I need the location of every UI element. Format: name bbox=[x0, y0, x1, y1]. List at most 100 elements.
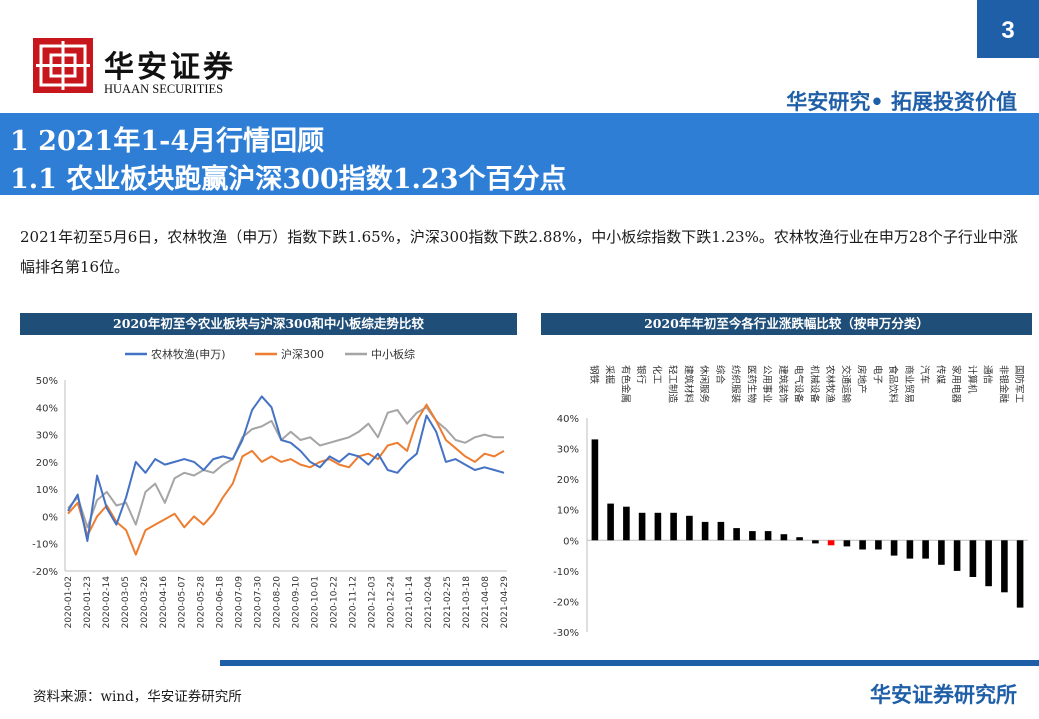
line-chart-x-tick: 2020-02-14 bbox=[102, 576, 112, 629]
bar-chart-category-label: 轻工制造 bbox=[667, 365, 679, 404]
line-chart-x-tick: 2020-05-07 bbox=[178, 576, 188, 628]
line-chart-x-tick: 2021-02-25 bbox=[443, 576, 453, 628]
bar-chart-category-label: 银行 bbox=[635, 365, 647, 385]
bar bbox=[670, 512, 677, 541]
bar-chart-category-label: 公用事业 bbox=[761, 365, 773, 403]
line-chart-x-tick: 2020-07-09 bbox=[235, 576, 245, 629]
line-chart-x-tick: 2021-02-04 bbox=[424, 576, 434, 629]
bar-chart-category-label: 通信 bbox=[982, 365, 994, 384]
footer-bar bbox=[220, 660, 1039, 666]
slogan: 华安研究• 拓展投资价值 bbox=[786, 90, 1017, 114]
bar-chart-y-tick: -30% bbox=[553, 628, 579, 639]
line-chart-x-tick: 2020-10-01 bbox=[310, 576, 320, 628]
bar bbox=[638, 512, 646, 541]
bar bbox=[780, 534, 788, 541]
bar bbox=[890, 540, 898, 556]
bar bbox=[843, 540, 851, 547]
bar-chart-category-label: 建筑材料 bbox=[682, 365, 694, 404]
bar-chart-y-tick: -20% bbox=[553, 597, 579, 608]
bar-chart-category-label: 综合 bbox=[714, 365, 726, 385]
brand-name-en: HUAAN SECURITIES bbox=[104, 82, 224, 96]
bar-chart-y-tick: 30% bbox=[557, 445, 579, 456]
bar-chart-category-label: 交通运输 bbox=[840, 365, 852, 404]
line-chart: 50% 40% 30% 20% 10% 0% -10% -20% 2020-01-02 2020-… bbox=[32, 347, 510, 629]
bar-chart-category-label: 电气设备 bbox=[793, 365, 805, 404]
bar bbox=[906, 540, 914, 559]
line-chart-x-tick: 2021-04-08 bbox=[481, 576, 491, 629]
bar-chart-category-label: 家用电器 bbox=[950, 365, 962, 404]
line-chart-x-tick: 2020-11-12 bbox=[348, 576, 358, 628]
bar-chart-y-tick: -10% bbox=[553, 567, 579, 578]
line-chart-x-tick: 2020-09-10 bbox=[291, 576, 301, 629]
bar-chart-y-tick: 0% bbox=[563, 536, 579, 547]
huaan-logo-icon bbox=[33, 38, 93, 93]
bar-chart-category-label: 纺织服装 bbox=[730, 365, 742, 404]
bar bbox=[796, 537, 803, 541]
line-chart-x-tick: 2020-01-02 bbox=[64, 576, 74, 628]
bar-chart-category-label: 化工 bbox=[651, 365, 663, 385]
bar bbox=[701, 521, 709, 541]
bar-chart-category-label: 汽车 bbox=[919, 365, 931, 384]
bar-chart-category-label: 国防军工 bbox=[1013, 365, 1025, 404]
bar-chart: 40% 30% 20% 10% 0% -10% -20% -30% 钢铁 采掘 有色金属 银行 化工 轻工… bbox=[553, 365, 1028, 639]
line-chart-y-tick: 40% bbox=[36, 403, 58, 414]
line-chart-x-tick: 2020-06-18 bbox=[216, 576, 226, 629]
bar bbox=[607, 503, 614, 541]
bar bbox=[654, 512, 662, 541]
line-chart-y-tick: 30% bbox=[36, 431, 58, 442]
bar-chart-category-label: 建筑装饰 bbox=[777, 365, 789, 403]
bar bbox=[922, 540, 929, 559]
bar bbox=[1016, 540, 1024, 608]
bar bbox=[733, 528, 740, 541]
bar bbox=[764, 531, 772, 541]
bar-chart-category-label: 房地产 bbox=[856, 365, 868, 394]
bar-chart-category-label: 计算机 bbox=[966, 365, 978, 394]
bar bbox=[827, 540, 835, 546]
line-chart-x-tick: 2021-03-18 bbox=[462, 576, 472, 629]
line-chart-y-tick: 0% bbox=[42, 512, 58, 523]
bar bbox=[623, 506, 630, 541]
line-chart-y-tick: 20% bbox=[36, 458, 58, 469]
bar bbox=[985, 540, 992, 587]
bar bbox=[859, 540, 866, 550]
bar-chart-category-label: 钢铁 bbox=[588, 365, 600, 385]
bar-chart-category-label: 有色金属 bbox=[619, 365, 631, 403]
title-band: 1 2021年1-4月行情回顾 1.1 农业板块跑赢沪深300指数1.23个百分… bbox=[0, 113, 1039, 195]
line-chart-x-tick: 2020-03-26 bbox=[140, 576, 150, 629]
bar bbox=[686, 515, 693, 541]
bar bbox=[969, 540, 977, 577]
line-chart-y-tick: 10% bbox=[36, 485, 58, 496]
bar bbox=[717, 521, 725, 541]
bar-chart-category-label: 农林牧渔 bbox=[824, 365, 836, 404]
bar-chart-category-label: 医药生物 bbox=[745, 365, 757, 404]
legend-label: 沪深300 bbox=[281, 347, 324, 361]
bar-chart-y-tick: 40% bbox=[557, 414, 579, 425]
bar bbox=[953, 540, 961, 571]
bar-chart-y-tick: 10% bbox=[557, 506, 579, 517]
bar bbox=[875, 540, 882, 550]
bar-chart-category-label: 非银金融 bbox=[997, 365, 1009, 404]
line-chart-x-tick: 2020-05-28 bbox=[197, 576, 207, 629]
page-number: 3 bbox=[977, 0, 1039, 58]
bar bbox=[749, 531, 756, 541]
source-note: 资料来源：wind，华安证券研究所 bbox=[33, 689, 242, 705]
line-chart-x-tick: 2020-01-23 bbox=[83, 576, 93, 628]
bar-chart-category-label: 机械设备 bbox=[808, 365, 820, 404]
bar bbox=[938, 540, 945, 565]
line-chart-y-tick: 50% bbox=[36, 376, 58, 387]
brand-name-cn: 华安证券 bbox=[104, 50, 236, 85]
title-line-1: 1 2021年1-4月行情回顾 bbox=[10, 126, 325, 157]
bar-chart-category-label: 食品饮料 bbox=[887, 365, 899, 404]
bar-chart-category-label: 采掘 bbox=[604, 365, 616, 384]
body-paragraph: 2021年初至5月6日，农林牧渔（申万）指数下跌1.65%，沪深300指数下跌2… bbox=[20, 228, 1018, 276]
line-series bbox=[67, 395, 505, 542]
line-chart-x-tick: 2020-10-22 bbox=[329, 576, 339, 628]
bar bbox=[812, 540, 819, 544]
bar-chart-category-label: 电子 bbox=[871, 365, 883, 385]
line-chart-x-tick: 2020-12-24 bbox=[386, 576, 396, 629]
bar-chart-title: 2020年年初至今各行业涨跌幅比较（按申万分类） bbox=[541, 313, 1032, 335]
bar-chart-category-label: 传媒 bbox=[934, 365, 946, 385]
line-chart-x-tick: 2021-01-14 bbox=[405, 576, 415, 629]
line-chart-x-tick: 2020-04-16 bbox=[159, 576, 169, 629]
line-chart-x-tick: 2020-08-20 bbox=[273, 576, 283, 629]
